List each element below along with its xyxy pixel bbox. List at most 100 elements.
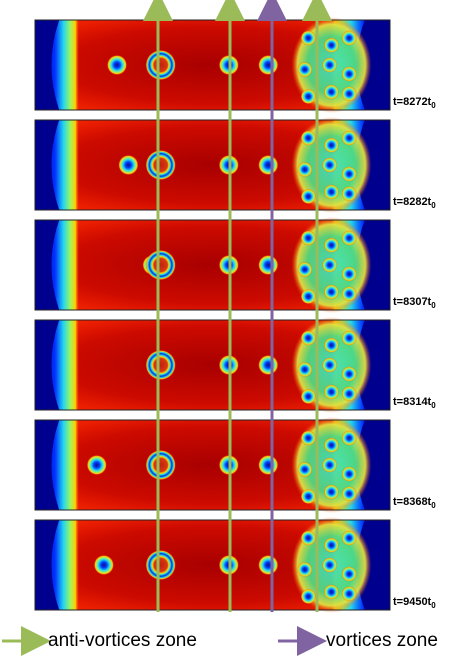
vortex [341, 530, 357, 546]
time-label-value: t=8307t [393, 296, 432, 308]
simulation-frame [34, 417, 391, 513]
vortex [322, 357, 338, 373]
vortex [300, 489, 316, 504]
vortex [323, 484, 339, 500]
simulation-frame [34, 17, 391, 113]
vortex [322, 57, 338, 73]
time-label-subscript: 0 [431, 401, 436, 411]
vortex [341, 466, 357, 482]
vortex [323, 337, 339, 353]
vortex [341, 30, 357, 46]
vortex [322, 457, 338, 473]
vortex [341, 266, 357, 282]
left-boundary [35, 520, 60, 610]
vortex [341, 86, 357, 102]
antivortex-large [145, 250, 176, 280]
vortex [323, 437, 339, 453]
time-label: t=8368t0 [393, 496, 436, 510]
vortex [341, 166, 357, 182]
vortex [341, 586, 357, 602]
vortex [300, 189, 316, 204]
time-label: t=9450t0 [393, 596, 436, 610]
antivortex-large [145, 350, 176, 380]
left-boundary [35, 120, 60, 210]
time-label: t=8282t0 [393, 196, 436, 210]
simulation-frame [34, 217, 391, 313]
left-boundary [35, 320, 60, 410]
vortex [323, 84, 339, 100]
antivortex [258, 555, 279, 575]
vortex [341, 286, 357, 302]
time-label-subscript: 0 [431, 501, 436, 511]
vortex [341, 366, 357, 382]
vortex [341, 186, 357, 202]
legend-antivortex-label: anti-vortices zone [48, 630, 197, 651]
frame-border [34, 519, 391, 611]
vortex [300, 330, 316, 346]
time-label-subscript: 0 [431, 301, 436, 311]
vortex [341, 486, 357, 502]
antivortex [258, 155, 279, 175]
vortex [297, 362, 313, 377]
antivortex [258, 255, 279, 275]
left-boundary [35, 420, 60, 510]
time-label-subscript: 0 [431, 601, 436, 611]
simulation-frame [34, 317, 391, 413]
simulation-frame [34, 517, 391, 613]
vortex [300, 389, 316, 404]
vortex [323, 237, 339, 253]
time-label-value: t=8272t [393, 96, 432, 108]
antivortex [258, 355, 279, 375]
vortex [341, 330, 357, 346]
vortex [297, 562, 313, 577]
antivortex [107, 55, 128, 75]
antivortex [86, 455, 107, 475]
vortex [300, 589, 316, 604]
time-label-value: t=8282t [393, 196, 432, 208]
simulation-frame [34, 117, 391, 213]
antivortex [258, 55, 279, 75]
vortex [341, 230, 357, 246]
vortex [341, 130, 357, 146]
antivortex-large [145, 450, 176, 480]
left-boundary [35, 20, 60, 110]
vortex [323, 284, 339, 300]
antivortex-large [145, 550, 176, 580]
vortex [300, 89, 316, 104]
legend-vortex-label: vortices zone [326, 630, 438, 651]
vortex [322, 557, 338, 573]
frame-border [34, 119, 391, 211]
vortex [297, 62, 313, 77]
vortex [341, 66, 357, 82]
frame-border [34, 319, 391, 411]
vortex [300, 430, 316, 446]
vortex [341, 430, 357, 446]
time-label: t=8307t0 [393, 296, 436, 310]
time-label: t=8314t0 [393, 396, 436, 410]
vortex [323, 384, 339, 400]
time-label-subscript: 0 [431, 101, 436, 111]
antivortex-large [145, 50, 176, 80]
vortex [323, 184, 339, 200]
time-label: t=8272t0 [393, 96, 436, 110]
vortex [297, 462, 313, 477]
frame-border [34, 219, 391, 311]
vortex [322, 257, 338, 273]
antivortex [118, 155, 139, 175]
antivortex [93, 555, 114, 575]
vortex [300, 530, 316, 546]
time-label-value: t=9450t [393, 596, 432, 608]
vortex [323, 137, 339, 153]
vortex [297, 262, 313, 277]
vortex [322, 157, 338, 173]
vortex [300, 130, 316, 146]
vortex [341, 566, 357, 582]
vortex [297, 162, 313, 177]
vortex [300, 289, 316, 304]
frame-border [34, 19, 391, 111]
time-label-value: t=8314t [393, 396, 432, 408]
vortex [300, 230, 316, 246]
time-label-subscript: 0 [431, 201, 436, 211]
vortex [300, 30, 316, 46]
